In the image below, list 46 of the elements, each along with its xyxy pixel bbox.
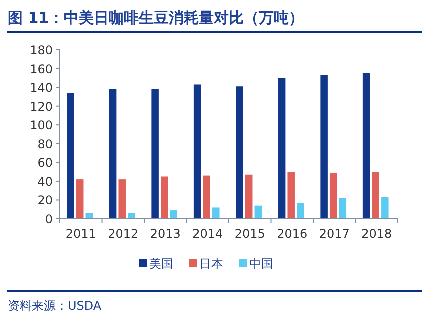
bar <box>339 198 347 219</box>
bar <box>254 206 262 219</box>
bar <box>297 203 304 219</box>
x-tick-label: 2014 <box>192 227 224 241</box>
y-tick-label: 40 <box>38 174 53 189</box>
x-tick-label: 2018 <box>362 227 392 241</box>
y-tick-label: 60 <box>38 156 53 170</box>
y-tick-label: 0 <box>45 212 53 226</box>
bar <box>212 208 220 219</box>
bar <box>236 86 244 219</box>
bar <box>362 73 370 219</box>
x-tick-label: 2011 <box>66 227 96 241</box>
bar <box>372 172 380 219</box>
y-tick-label: 100 <box>30 118 53 133</box>
bar <box>118 180 126 219</box>
bar <box>382 197 389 219</box>
x-tick-label: 2012 <box>108 227 139 241</box>
legend-label: 日本 <box>200 257 224 271</box>
chart-title: 图 11：中美日咖啡生豆消耗量对比（万吨） <box>8 9 304 27</box>
bar <box>245 174 253 219</box>
bar <box>160 176 168 219</box>
bar <box>152 89 159 219</box>
bar <box>288 172 295 219</box>
y-tick-label: 140 <box>30 81 53 96</box>
x-tick-label: 2016 <box>277 227 308 241</box>
bar <box>76 180 84 219</box>
bar <box>278 78 286 219</box>
y-tick-label: 120 <box>30 100 53 114</box>
bar <box>67 93 74 219</box>
legend-label: 中国 <box>250 257 274 271</box>
y-tick-label: 80 <box>38 137 53 152</box>
y-tick-label: 180 <box>30 44 53 58</box>
bar <box>128 213 136 219</box>
bar <box>170 210 178 219</box>
y-tick-label: 20 <box>38 194 53 208</box>
x-tick-label: 2013 <box>150 227 181 241</box>
bar <box>194 84 202 219</box>
bar <box>330 172 338 219</box>
legend-label: 美国 <box>150 257 174 271</box>
bar <box>320 75 328 219</box>
x-tick-label: 2017 <box>319 227 350 241</box>
x-tick-label: 2015 <box>234 227 266 241</box>
bar <box>109 89 117 219</box>
y-tick-label: 160 <box>30 62 53 76</box>
bar <box>203 176 210 219</box>
text: 资料来源：USDA <box>8 299 102 313</box>
